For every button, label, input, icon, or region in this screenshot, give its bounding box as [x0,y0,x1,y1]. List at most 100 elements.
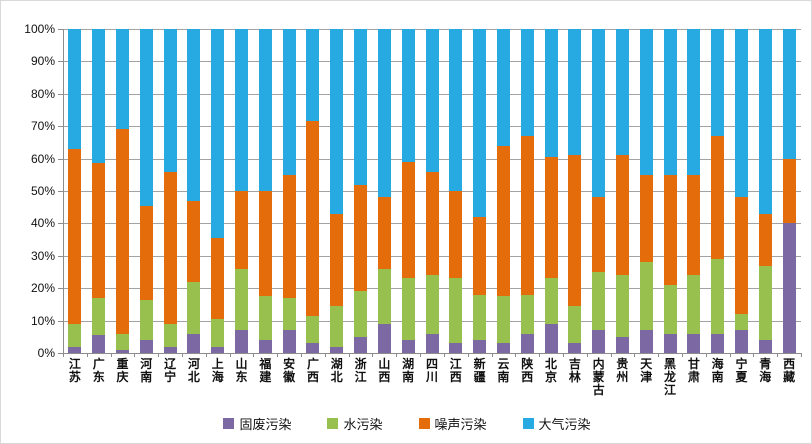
x-axis-tick [158,353,160,357]
bar-segment-重庆-固废污染 [116,349,130,353]
x-axis-tick [205,353,207,357]
x-axis-label-陕西: 陕西 [521,357,534,384]
x-axis-tick [491,353,493,357]
y-axis-tick [58,126,63,128]
bar-segment-浙江-固废污染 [354,336,368,353]
x-axis-tick [253,353,255,357]
bar-segment-甘肃-噪声污染 [687,174,701,276]
bar-segment-天津-噪声污染 [639,174,653,263]
bar-segment-北京-固废污染 [544,323,558,353]
x-axis-label-内蒙古: 内蒙古 [592,357,605,397]
y-axis-tick [58,158,63,160]
bar-segment-浙江-水污染 [354,291,368,337]
bar-segment-四川-固废污染 [425,333,439,353]
x-axis-label-黑龙江: 黑龙江 [664,357,677,397]
bar-segment-山东-固废污染 [235,330,249,353]
bar-segment-广东-固废污染 [92,335,106,353]
bar-segment-广东-噪声污染 [92,163,106,298]
bar-segment-浙江-大气污染 [354,29,368,185]
x-axis-tick [753,353,755,357]
x-axis-label-西藏: 西藏 [783,357,796,384]
x-axis-tick [134,353,136,357]
y-axis-tick [58,255,63,257]
bar-segment-新疆-噪声污染 [473,216,487,295]
legend-item-固废污染: 固废污染 [223,414,291,433]
x-axis-tick [467,353,469,357]
bar-segment-西藏-固废污染 [782,223,796,353]
bar-segment-广西-噪声污染 [306,121,320,316]
bar-segment-广东-水污染 [92,297,106,336]
bar-segment-西藏-大气污染 [782,29,796,159]
bar-segment-黑龙江-固废污染 [663,333,677,353]
bar-segment-北京-大气污染 [544,29,558,157]
bar-segment-吉林-固废污染 [568,343,582,353]
bar-segment-上海-固废污染 [211,346,225,353]
legend-label: 水污染 [343,417,383,432]
x-axis-tick [777,353,779,357]
x-axis-label-广西: 广西 [306,357,319,384]
x-axis-tick [396,353,398,357]
bar-segment-海南-大气污染 [711,29,725,136]
bar-segment-辽宁-噪声污染 [163,171,177,324]
legend-item-大气污染: 大气污染 [522,414,591,433]
bar-segment-广西-大气污染 [306,29,320,122]
bar-segment-河南-水污染 [139,299,153,341]
y-axis-tick [58,320,63,322]
bar-segment-江西-固废污染 [449,343,463,353]
x-axis-label-青海: 青海 [759,357,772,384]
x-axis-tick [610,353,612,357]
x-axis-label-江苏: 江苏 [68,357,81,384]
bar-segment-江西-水污染 [449,278,463,344]
x-axis-label-辽宁: 辽宁 [164,357,177,384]
bar-segment-天津-大气污染 [639,29,653,175]
x-axis-tick [86,353,88,357]
bar-segment-吉林-大气污染 [568,29,582,156]
y-axis-tick-label: 90% [30,54,55,69]
x-axis-tick [801,353,802,357]
legend-label: 固废污染 [239,417,292,432]
bar-segment-陕西-水污染 [520,294,534,334]
bar-segment-辽宁-大气污染 [163,29,177,172]
bar-segment-贵州-噪声污染 [615,155,629,276]
y-axis-tick [58,61,63,63]
bar-segment-海南-噪声污染 [711,135,725,260]
x-axis-label-新疆: 新疆 [473,357,486,384]
bar-segment-山西-噪声污染 [377,197,391,269]
legend-marker-icon [418,418,430,429]
bar-segment-宁夏-固废污染 [734,330,748,353]
bar-segment-重庆-水污染 [116,333,130,350]
bar-segment-贵州-固废污染 [615,336,629,353]
y-axis-tick-label: 40% [30,216,55,231]
legend-label: 噪声污染 [434,417,487,432]
bar-segment-山西-大气污染 [377,29,391,198]
legend-item-水污染: 水污染 [327,414,383,433]
bar-segment-四川-噪声污染 [425,171,439,276]
bar-segment-北京-噪声污染 [544,156,558,279]
bar-segment-广东-大气污染 [92,29,106,164]
bar-segment-湖南-水污染 [401,278,415,341]
x-axis-tick [182,353,184,357]
bar-segment-重庆-噪声污染 [116,129,130,334]
bar-segment-山东-噪声污染 [235,191,249,269]
y-axis-tick-label: 0% [37,346,55,360]
bar-segment-内蒙古-固废污染 [592,330,606,353]
bar-segment-福建-固废污染 [258,340,272,353]
bar-segment-安徽-大气污染 [282,29,296,175]
bar-segment-重庆-大气污染 [116,29,130,130]
bar-segment-黑龙江-噪声污染 [663,174,677,285]
bar-segment-福建-水污染 [258,296,272,341]
bar-segment-云南-固废污染 [496,343,510,353]
x-axis-label-北京: 北京 [545,357,558,384]
x-axis-label-上海: 上海 [211,357,224,384]
bar-segment-河南-大气污染 [139,29,153,206]
x-axis-tick [634,353,636,357]
y-axis-tick [58,29,63,30]
bar-segment-安徽-噪声污染 [282,174,296,298]
legend-item-噪声污染: 噪声污染 [418,414,487,433]
bar-segment-贵州-水污染 [615,275,629,337]
x-axis-label-山东: 山东 [235,357,248,384]
x-axis-label-福建: 福建 [259,357,272,384]
x-axis-label-重庆: 重庆 [116,357,129,384]
x-axis-tick [229,353,231,357]
